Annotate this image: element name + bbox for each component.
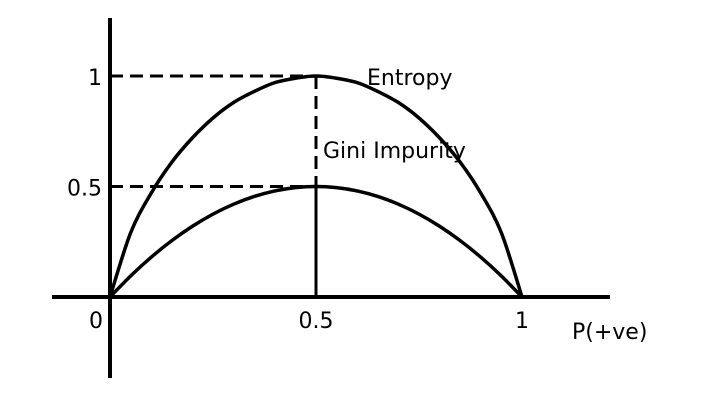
series-line-gini-impurity: [108, 184, 524, 299]
x-tick-label-1: 0.5: [299, 309, 334, 334]
x-tick-label-0: 0: [89, 309, 103, 334]
y-tick-label-0: 0.5: [67, 177, 102, 202]
legend-label-gini-impurity: Gini Impurity: [323, 139, 466, 164]
x-tick-label-2: 1: [515, 309, 529, 334]
legend-label-entropy: Entropy: [367, 66, 452, 91]
x-axis-label: P(+ve): [572, 320, 647, 345]
y-tick-label-1: 1: [88, 66, 102, 91]
series-line-entropy: [108, 74, 524, 299]
